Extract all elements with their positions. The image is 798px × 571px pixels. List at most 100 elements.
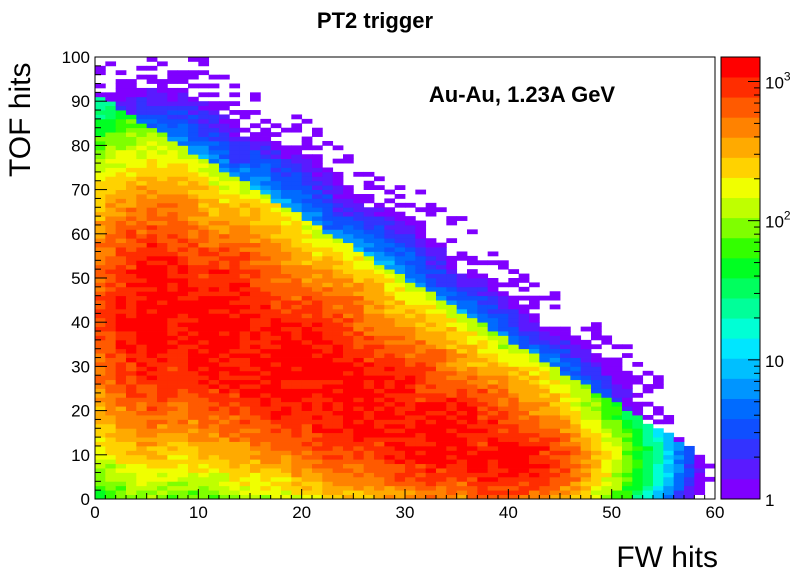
heatmap-cell bbox=[167, 295, 179, 301]
heatmap-cell bbox=[498, 468, 509, 473]
heatmap-cell bbox=[95, 65, 106, 71]
heatmap-cell bbox=[353, 295, 365, 301]
heatmap-cell bbox=[126, 300, 137, 305]
heatmap-cell bbox=[250, 375, 261, 381]
heatmap-cell bbox=[467, 366, 478, 372]
heatmap-cell bbox=[146, 335, 158, 341]
heatmap-cell bbox=[301, 189, 313, 195]
heatmap-cell bbox=[394, 450, 406, 456]
heatmap-cell bbox=[301, 176, 313, 182]
heatmap-cell bbox=[95, 353, 106, 358]
y-tick-label: 50 bbox=[71, 269, 90, 288]
heatmap-cell bbox=[157, 459, 168, 465]
heatmap-cell bbox=[177, 224, 189, 230]
heatmap-cell bbox=[146, 260, 158, 266]
heatmap-cell bbox=[157, 101, 168, 107]
heatmap-cell bbox=[363, 224, 375, 230]
heatmap-cell bbox=[353, 476, 365, 482]
heatmap-cell bbox=[239, 185, 251, 190]
heatmap-cell bbox=[250, 379, 261, 385]
heatmap-cell bbox=[126, 344, 137, 350]
x-tick-label: 50 bbox=[602, 503, 621, 522]
heatmap-cell bbox=[384, 401, 396, 407]
heatmap-cell bbox=[446, 472, 458, 478]
heatmap-cell bbox=[456, 273, 468, 279]
heatmap-cell bbox=[229, 344, 241, 350]
heatmap-cell bbox=[405, 437, 416, 442]
heatmap-cell bbox=[281, 229, 292, 235]
heatmap-cell bbox=[157, 189, 168, 195]
heatmap-cell bbox=[518, 485, 530, 491]
heatmap-cell bbox=[312, 481, 323, 487]
heatmap-cell bbox=[250, 366, 261, 372]
heatmap-cell bbox=[642, 437, 654, 442]
heatmap-cell bbox=[250, 229, 261, 235]
heatmap-cell bbox=[467, 370, 478, 376]
heatmap-cell bbox=[146, 242, 158, 248]
heatmap-cell bbox=[446, 485, 458, 491]
heatmap-cell bbox=[539, 485, 551, 491]
heatmap-cell bbox=[353, 216, 365, 221]
heatmap-cell bbox=[518, 437, 530, 442]
heatmap-cell bbox=[250, 344, 261, 350]
heatmap-cell bbox=[560, 419, 571, 425]
heatmap-cell bbox=[291, 211, 303, 217]
heatmap-cell bbox=[281, 163, 292, 168]
heatmap-cell bbox=[95, 123, 106, 129]
heatmap-cell bbox=[219, 180, 230, 186]
heatmap-cell bbox=[219, 273, 230, 279]
heatmap-cell bbox=[684, 454, 695, 460]
heatmap-cell bbox=[415, 406, 427, 411]
heatmap-cell bbox=[136, 344, 148, 350]
heatmap-cell bbox=[405, 419, 416, 425]
heatmap-cell bbox=[425, 454, 437, 460]
heatmap-cell bbox=[136, 167, 148, 173]
heatmap-cell bbox=[281, 260, 292, 266]
heatmap-cell bbox=[477, 286, 489, 292]
heatmap-cell bbox=[353, 335, 365, 341]
heatmap-cell bbox=[157, 282, 168, 288]
heatmap-cell bbox=[570, 441, 582, 447]
heatmap-cell bbox=[332, 260, 344, 266]
heatmap-cell bbox=[498, 463, 509, 469]
heatmap-cell bbox=[157, 145, 168, 151]
heatmap-cell bbox=[167, 286, 179, 292]
heatmap-cell bbox=[188, 176, 199, 182]
heatmap-cell bbox=[394, 384, 406, 389]
heatmap-cell bbox=[363, 490, 375, 495]
heatmap-cell bbox=[250, 335, 261, 341]
heatmap-cell bbox=[239, 344, 251, 350]
heatmap-cell bbox=[229, 454, 241, 460]
heatmap-cell bbox=[136, 406, 148, 411]
heatmap-cell bbox=[177, 211, 189, 217]
heatmap-cell bbox=[291, 401, 303, 407]
heatmap-cell bbox=[208, 132, 220, 137]
heatmap-cell bbox=[157, 132, 168, 137]
heatmap-cell bbox=[291, 158, 303, 164]
heatmap-cell bbox=[363, 406, 375, 411]
heatmap-cell bbox=[539, 335, 551, 341]
heatmap-cell bbox=[611, 472, 623, 478]
heatmap-cell bbox=[363, 397, 375, 403]
heatmap-cell bbox=[405, 463, 416, 469]
heatmap-cell bbox=[322, 481, 334, 487]
heatmap-cell bbox=[136, 326, 148, 332]
heatmap-cell bbox=[291, 485, 303, 491]
heatmap-cell bbox=[353, 463, 365, 469]
heatmap-cell bbox=[126, 202, 137, 208]
heatmap-cell bbox=[301, 423, 313, 429]
heatmap-cell bbox=[157, 163, 168, 168]
heatmap-cell bbox=[622, 485, 633, 491]
heatmap-cell bbox=[539, 410, 551, 416]
heatmap-cell bbox=[167, 273, 179, 279]
heatmap-cell bbox=[405, 401, 416, 407]
heatmap-cell bbox=[260, 278, 272, 283]
heatmap-cell bbox=[281, 180, 292, 186]
heatmap-cell bbox=[446, 322, 458, 328]
heatmap-cell bbox=[115, 415, 127, 420]
colorbar-segment bbox=[721, 197, 760, 219]
heatmap-cell bbox=[260, 269, 272, 274]
heatmap-cell bbox=[260, 304, 272, 310]
heatmap-cell bbox=[157, 269, 168, 274]
heatmap-cell bbox=[95, 388, 106, 394]
